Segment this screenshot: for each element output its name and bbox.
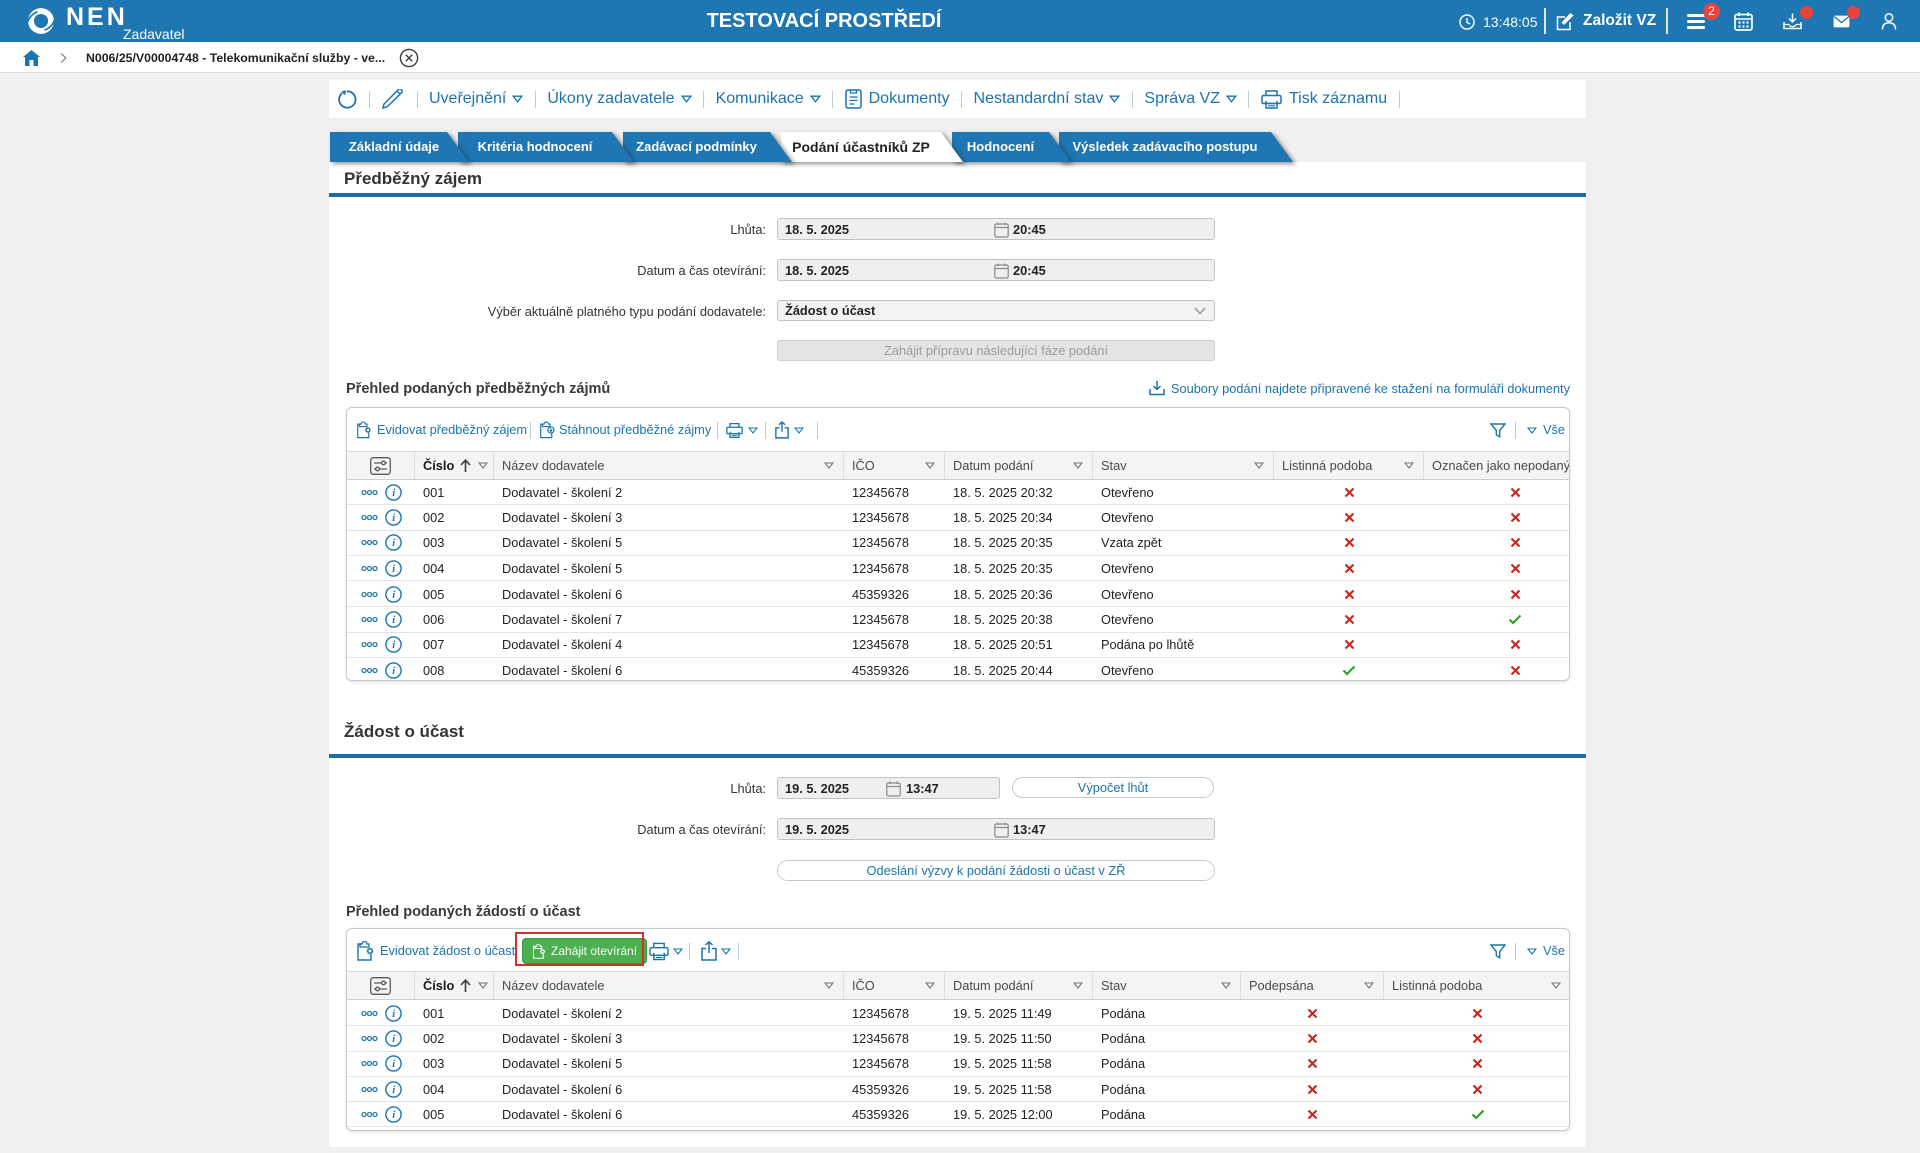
svg-text:i: i xyxy=(392,666,395,677)
svg-text:i: i xyxy=(392,564,395,575)
svg-text:i: i xyxy=(392,641,395,652)
svg-text:i: i xyxy=(392,1085,395,1096)
svg-text:i: i xyxy=(392,538,395,549)
svg-text:i: i xyxy=(392,1059,395,1070)
svg-text:i: i xyxy=(392,513,395,524)
svg-text:i: i xyxy=(392,590,395,601)
svg-text:i: i xyxy=(392,615,395,626)
svg-text:i: i xyxy=(392,1034,395,1045)
svg-text:i: i xyxy=(392,488,395,499)
svg-text:i: i xyxy=(392,1110,395,1121)
svg-text:i: i xyxy=(392,1009,395,1020)
